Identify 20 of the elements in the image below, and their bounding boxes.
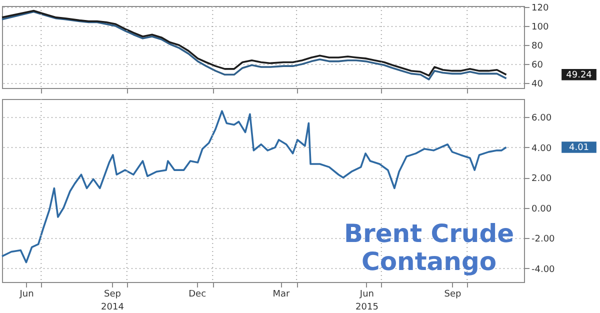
y-tick-label: 4.00	[532, 144, 552, 154]
y-tick-label: -4.00	[532, 264, 556, 275]
x-tick-label: Sep 2014	[101, 290, 124, 312]
y-tick-label: -2.00	[532, 234, 556, 245]
annotation: Brent Crude Contango	[344, 219, 514, 276]
y-tick-label: 80	[532, 42, 544, 52]
y-tick-label: 40	[532, 80, 544, 90]
y-tick-label: 6.00	[532, 114, 552, 124]
text: 4.01	[568, 143, 590, 154]
x-tick-label: Mar	[272, 290, 290, 300]
x-tick-label: Jun 2015	[356, 290, 378, 312]
x-tick-label: Jun	[18, 290, 34, 300]
y-tick-label: 2.00	[532, 174, 552, 184]
y-tick-label: 120	[532, 3, 549, 14]
y-tick-label: 100	[532, 22, 549, 33]
y-tick-label: 60	[532, 60, 544, 71]
x-tick-label: Sep	[444, 290, 462, 300]
x-tick-label: Dec	[188, 290, 206, 300]
text: 49.24	[566, 70, 592, 81]
y-tick-label: 0.00	[532, 204, 552, 214]
